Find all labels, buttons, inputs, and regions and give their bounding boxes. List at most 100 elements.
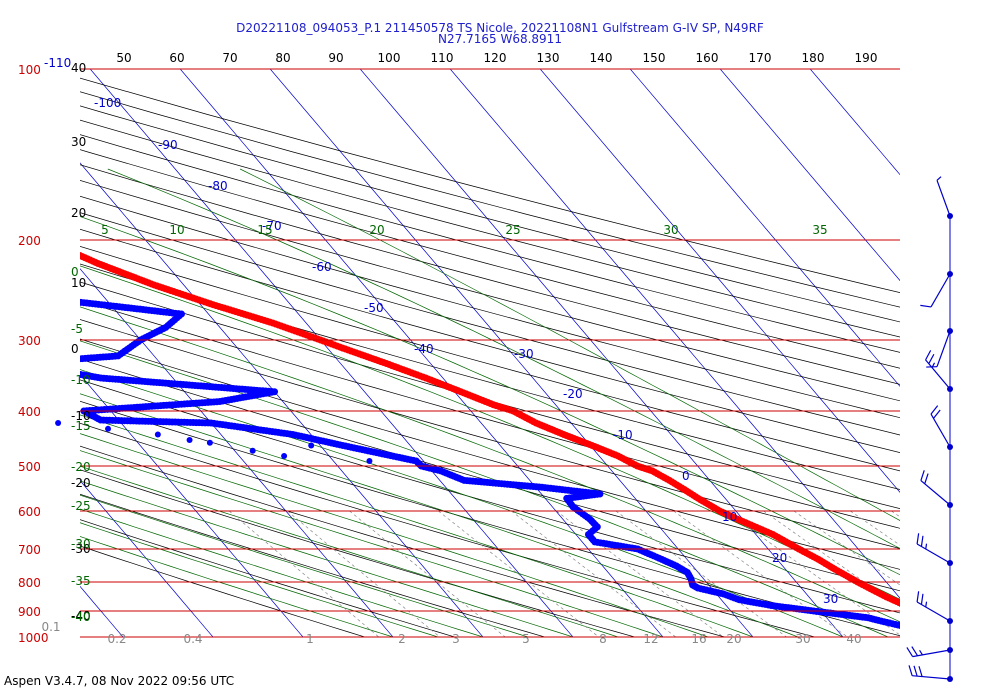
theta-label: 160: [696, 51, 719, 65]
dewpoint-profile-point: [60, 297, 67, 304]
temperature-profile-point: [927, 617, 934, 624]
wind-barb-staff: [916, 601, 951, 622]
dewpoint-profile-point: [921, 627, 928, 634]
dewpoint-profile-point: [10, 291, 17, 298]
dry-adiabat-line: [80, 149, 900, 369]
dry-adiabat-line: [80, 281, 900, 509]
dewpoint-profile-point: [37, 358, 44, 365]
dewpoint-profile-point: [54, 296, 61, 303]
theta-label: 120: [484, 51, 507, 65]
dewpoint-profile-point: [36, 364, 43, 371]
dewpoint-profile-point: [19, 360, 26, 367]
temperature-profile-point: [5, 218, 12, 225]
dewpoint-profile-point: [911, 625, 918, 632]
temperature-profile-point: [919, 611, 926, 618]
temperature-profile-point: [979, 633, 986, 640]
dry-adiabat-line: [80, 195, 900, 419]
isotherm-label: -60: [312, 260, 332, 274]
dry-adiabat-line: [80, 379, 900, 614]
dry-adiabat-line: [80, 400, 900, 637]
mixing-ratio-line: [615, 510, 787, 637]
temperature-profile-point: [53, 240, 60, 247]
moist-adiabat-label-left: 0: [71, 265, 79, 279]
dewpoint-profile-point: [58, 357, 65, 364]
dewpoint-scatter-point: [281, 452, 288, 459]
dewpoint-profile-point: [25, 362, 32, 369]
dewpoint-profile-point: [51, 296, 58, 303]
temperature-profile-point: [43, 235, 50, 242]
isotherm-label: -40: [414, 342, 434, 356]
dewpoint-profile-point: [33, 294, 40, 301]
moist-adiabat-line: [80, 494, 529, 637]
moist-adiabat-label-left: -35: [71, 574, 91, 588]
theta-label: 180: [802, 51, 825, 65]
wind-barb-flag: [911, 646, 919, 657]
pressure-label: 500: [18, 460, 41, 474]
dewpoint-profile-point: [905, 624, 912, 631]
temperature-profile-point: [921, 612, 928, 619]
temperature-profile-point: [48, 238, 55, 245]
dewpoint-profile-point: [16, 292, 23, 299]
dewpoint-profile-point: [940, 631, 947, 638]
temperature-profile-point: [929, 618, 936, 625]
mixing-ratio-label: 30: [795, 632, 810, 646]
dewpoint-scatter-point: [206, 439, 213, 446]
temperature-profile-point: [952, 628, 959, 635]
left-theta-label: -10: [71, 409, 91, 423]
pressure-label: 400: [18, 405, 41, 419]
dewpoint-profile-point: [918, 627, 925, 634]
dewpoint-profile-point: [16, 360, 23, 367]
dewpoint-profile-point: [25, 359, 32, 366]
temperature-profile: [5, 218, 986, 640]
dewpoint-profile-point: [80, 299, 82, 305]
moist-adiabat-line: [80, 414, 754, 637]
dewpoint-profile-point: [932, 629, 939, 636]
left-theta-label: -30: [71, 542, 91, 556]
dewpoint-profile-point: [73, 356, 80, 363]
wind-barb-staff: [930, 273, 951, 308]
pressure-label: 300: [18, 334, 41, 348]
wind-barb-half-flag: [925, 543, 928, 550]
dewpoint-profile-point: [27, 293, 34, 300]
dry-adiabat-line: [80, 179, 900, 402]
dry-adiabat-line: [80, 134, 900, 353]
dewpoint-profile-point: [34, 358, 41, 365]
dewpoint-profile-point: [51, 367, 58, 374]
temperature-profile-point: [80, 251, 84, 259]
dry-adiabat-line: [80, 119, 900, 338]
dewpoint-profile-point: [57, 297, 64, 304]
dry-adiabat-line: [80, 228, 900, 453]
dry-adiabat-line: [80, 105, 900, 323]
temperature-profile-point: [69, 249, 76, 256]
theta-label: 190: [855, 51, 878, 65]
wind-barb-flag: [916, 533, 920, 545]
moist-adiabat-line: [107, 168, 900, 549]
temperature-profile-point: [933, 621, 940, 628]
theta-label: 80: [275, 51, 290, 65]
dewpoint-scatter-point: [366, 458, 373, 465]
temperature-profile-point: [961, 630, 968, 637]
left-theta-label: 20: [71, 206, 86, 220]
temperature-profile-point: [26, 226, 33, 233]
plot-area: [5, 69, 986, 641]
theta-label: 60: [169, 51, 184, 65]
moist-adiabat-line: [80, 340, 889, 637]
temperature-profile-point: [10, 220, 17, 227]
dewpoint-profile-point: [916, 626, 923, 633]
wind-barb: [908, 665, 953, 682]
wind-barb-staff: [925, 359, 951, 390]
temperature-profile-point: [923, 613, 930, 620]
temperature-profile-point: [24, 225, 31, 232]
pressure-label: 800: [18, 576, 41, 590]
moist-adiabat-label-left: -30: [71, 537, 91, 551]
moist-adiabat-line: [80, 393, 799, 637]
dewpoint-profile-point: [42, 295, 49, 302]
mixing-ratio-line: [763, 510, 900, 608]
temperature-profile-point: [51, 239, 58, 246]
dewpoint-profile-point: [953, 634, 960, 641]
dewpoint-profile-point: [43, 358, 50, 365]
temperature-profile-point: [936, 623, 943, 630]
dewpoint-profile-point: [33, 364, 40, 371]
isotherm-line: [89, 69, 574, 637]
